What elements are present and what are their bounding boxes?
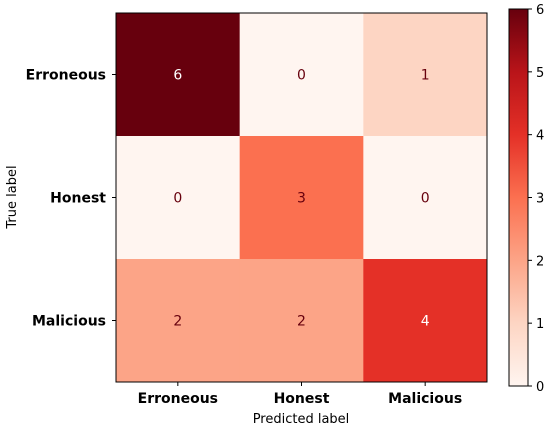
- heatmap-cell: [116, 13, 241, 137]
- cell-value-label: 6: [173, 68, 182, 84]
- heatmap-cell: [363, 13, 488, 137]
- colorbar-tick-label: 5: [536, 66, 544, 81]
- heatmap-cells: 6 0 1 0 3 0 2 2 4: [116, 13, 488, 383]
- heatmap-cell: [116, 136, 241, 260]
- cell-value-label: 4: [421, 314, 430, 330]
- cell-value-label: 0: [173, 191, 182, 207]
- heatmap-cell: [363, 136, 488, 260]
- x-tick-label: Malicious: [388, 391, 462, 407]
- colorbar-tick-label: 1: [536, 317, 544, 332]
- x-axis-label: Predicted label: [253, 412, 350, 427]
- heatmap-cell: [363, 259, 488, 383]
- y-tick-label: Erroneous: [26, 68, 106, 84]
- cell-value-label: 1: [421, 68, 430, 84]
- x-tick-label: Erroneous: [138, 391, 218, 407]
- cell-value-label: 0: [297, 68, 306, 84]
- colorbar-tick-label: 0: [536, 380, 544, 395]
- y-tick-label: Honest: [50, 191, 106, 207]
- heatmap-cell: [239, 136, 364, 260]
- colorbar: [508, 8, 529, 387]
- x-tick-label: Honest: [274, 391, 330, 407]
- heatmap-cell: [239, 259, 364, 383]
- y-axis-ticks: Erroneous Honest Malicious: [26, 68, 116, 330]
- colorbar-tick-label: 6: [536, 3, 544, 18]
- cell-value-label: 3: [297, 191, 306, 207]
- colorbar-tick-label: 4: [536, 129, 544, 144]
- colorbar-tick-label: 2: [536, 254, 544, 269]
- cell-value-label: 2: [173, 314, 182, 330]
- colorbar-tick-label: 3: [536, 192, 544, 207]
- heatmap-cell: [239, 13, 364, 137]
- colorbar-ticks: 0 1 2 3 4 5 6: [528, 3, 544, 395]
- cell-value-label: 0: [421, 191, 430, 207]
- heatmap-cell: [116, 259, 241, 383]
- cell-value-label: 2: [297, 314, 306, 330]
- y-axis-label: True label: [5, 165, 20, 229]
- y-tick-label: Malicious: [32, 314, 106, 330]
- x-axis-ticks: Erroneous Honest Malicious: [138, 382, 462, 407]
